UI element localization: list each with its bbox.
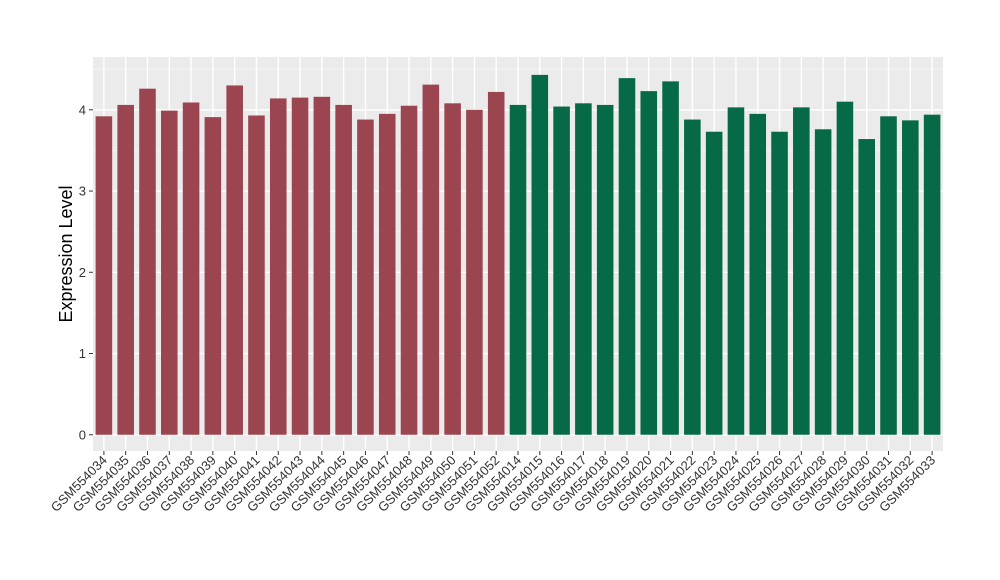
bar-GSM554049 bbox=[422, 84, 440, 435]
bar-GSM554033 bbox=[923, 114, 941, 435]
bar-GSM554026 bbox=[771, 131, 788, 435]
bar-GSM554016 bbox=[553, 106, 570, 435]
bar-GSM554051 bbox=[466, 109, 483, 435]
bar-GSM554039 bbox=[204, 117, 222, 435]
y-tick-label: 1 bbox=[79, 346, 86, 361]
bar-GSM554029 bbox=[836, 101, 854, 435]
bar-GSM554041 bbox=[248, 115, 265, 435]
y-tick-label: 0 bbox=[79, 427, 86, 442]
bar-GSM554020 bbox=[640, 91, 658, 435]
bar-GSM554025 bbox=[749, 113, 767, 435]
bar-GSM554040 bbox=[226, 85, 243, 435]
bar-GSM554024 bbox=[727, 107, 745, 435]
bar-GSM554030 bbox=[858, 139, 875, 435]
bar-GSM554038 bbox=[182, 102, 200, 435]
bar-GSM554036 bbox=[139, 88, 156, 435]
bar-GSM554052 bbox=[487, 91, 505, 435]
y-axis: 0 1 2 3 4 bbox=[79, 102, 93, 442]
bar-GSM554032 bbox=[902, 120, 919, 435]
bar-GSM554031 bbox=[880, 116, 897, 435]
x-axis: GSM554034GSM554035GSM554036GSM554037GSM5… bbox=[48, 451, 938, 515]
bar-GSM554046 bbox=[357, 119, 374, 435]
bar-GSM554015 bbox=[531, 74, 549, 435]
bar-GSM554021 bbox=[662, 81, 679, 435]
bar-GSM554014 bbox=[509, 104, 527, 435]
bar-GSM554044 bbox=[313, 96, 331, 435]
bar-GSM554047 bbox=[378, 113, 396, 435]
bar-GSM554045 bbox=[335, 104, 352, 435]
bar-GSM554028 bbox=[814, 129, 832, 435]
bar-GSM554043 bbox=[291, 97, 309, 435]
y-tick-label: 4 bbox=[79, 102, 86, 117]
bar-GSM554034 bbox=[95, 116, 113, 435]
bar-GSM554042 bbox=[269, 98, 287, 435]
bar-GSM554035 bbox=[117, 104, 134, 435]
bar-GSM554017 bbox=[575, 103, 592, 435]
bar-GSM554018 bbox=[596, 104, 614, 435]
y-tick-label: 2 bbox=[79, 265, 86, 280]
y-tick-label: 3 bbox=[79, 184, 86, 199]
bar-GSM554048 bbox=[400, 105, 418, 435]
bar-GSM554050 bbox=[444, 103, 461, 435]
y-axis-title: Expression Level bbox=[56, 185, 76, 322]
bar-GSM554023 bbox=[705, 131, 723, 435]
bar-GSM554022 bbox=[684, 119, 701, 435]
bar-GSM554019 bbox=[618, 78, 636, 435]
bars bbox=[95, 74, 941, 435]
bar-GSM554027 bbox=[793, 107, 810, 435]
bar-GSM554037 bbox=[161, 110, 178, 435]
